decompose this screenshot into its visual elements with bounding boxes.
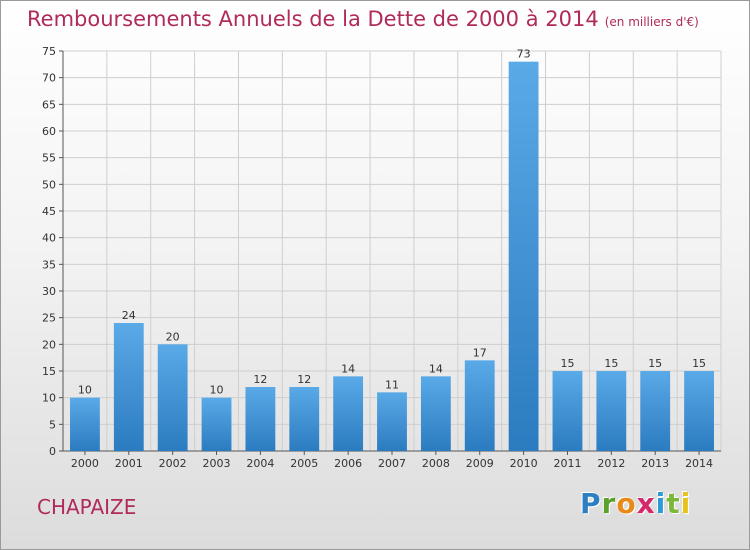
x-tick-label: 2010 [510,457,538,470]
y-tick-label: 75 [42,45,56,58]
x-tick-label: 2011 [553,457,581,470]
bar-2012 [596,371,627,451]
bar-2013 [640,371,671,451]
x-tick-label: 2008 [422,457,450,470]
bar-value-label: 12 [253,373,267,386]
bar-value-label: 14 [429,362,443,375]
x-tick-label: 2003 [203,457,231,470]
chart-title-text: Remboursements Annuels de la Dette de 20… [27,7,599,31]
bar-2009 [464,360,495,451]
y-tick-label: 20 [42,338,56,351]
y-tick-label: 10 [42,392,56,405]
bar-value-label: 14 [341,362,355,375]
x-tick-label: 2012 [597,457,625,470]
commune-name: CHAPAIZE [37,495,137,519]
bar-2003 [201,397,232,451]
bar-value-label: 20 [166,330,180,343]
y-tick-label: 25 [42,312,56,325]
bar-2011 [552,371,583,451]
bar-value-label: 11 [385,378,399,391]
bar-value-label: 15 [604,357,618,370]
bar-2002 [157,344,188,451]
bar-value-label: 12 [297,373,311,386]
bar-value-label: 15 [560,357,574,370]
bar-2008 [420,376,451,451]
y-tick-label: 5 [49,418,56,431]
y-tick-label: 70 [42,72,56,85]
bar-2010 [508,61,539,452]
y-tick-label: 40 [42,232,56,245]
x-tick-label: 2006 [334,457,362,470]
bar-2014 [684,371,714,451]
bar-value-label: 73 [517,48,531,61]
bar-value-label: 10 [78,384,92,397]
y-tick-label: 45 [42,205,56,218]
proxiti-logo: Proxiti [580,487,692,520]
y-tick-label: 65 [42,98,56,111]
x-tick-label: 2001 [115,457,143,470]
x-tick-label: 2000 [71,457,99,470]
bar-2001 [113,323,144,451]
x-tick-label: 2014 [685,457,713,470]
bar-2004 [245,387,276,451]
bar-2006 [333,376,364,451]
x-tick-label: 2009 [466,457,494,470]
y-tick-label: 30 [42,285,56,298]
bar-value-label: 17 [473,346,487,359]
x-tick-label: 2013 [641,457,669,470]
bar-value-label: 24 [122,309,136,322]
bar-2000 [70,397,100,451]
chart-title: Remboursements Annuels de la Dette de 20… [27,7,699,31]
chart-unit: (en milliers d'€) [604,15,699,29]
y-tick-label: 15 [42,365,56,378]
x-tick-label: 2004 [246,457,274,470]
bar-value-label: 10 [210,384,224,397]
y-tick-label: 55 [42,152,56,165]
bar-value-label: 15 [648,357,662,370]
x-tick-label: 2005 [290,457,318,470]
bar-2007 [377,392,407,451]
y-tick-label: 35 [42,258,56,271]
y-tick-label: 50 [42,178,56,191]
y-tick-label: 0 [49,445,56,458]
y-tick-label: 60 [42,125,56,138]
x-tick-label: 2007 [378,457,406,470]
bar-value-label: 15 [692,357,706,370]
x-tick-label: 2002 [159,457,187,470]
bar-2005 [289,387,320,451]
